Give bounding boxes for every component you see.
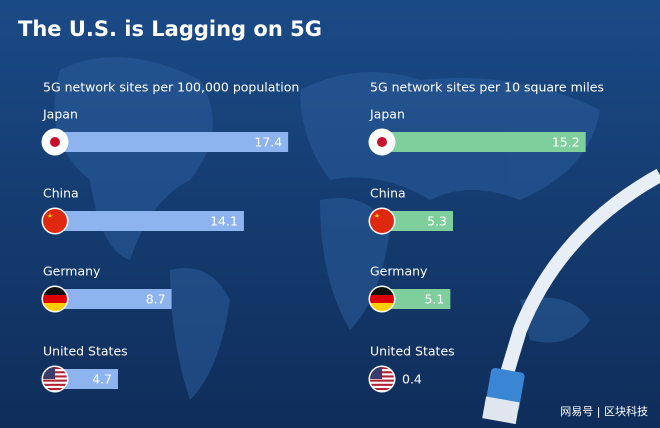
- bar: [382, 289, 451, 309]
- bar: [55, 211, 244, 231]
- flag: [41, 207, 69, 235]
- flag: [368, 365, 396, 393]
- value-label: 14.1: [210, 214, 238, 229]
- panel-title: 5G network sites per 10 square miles: [370, 80, 604, 95]
- bar: [55, 369, 118, 389]
- flag: [41, 365, 69, 393]
- category-label: China: [43, 186, 79, 201]
- page-title: The U.S. is Lagging on 5G: [18, 17, 322, 41]
- stripe: [370, 383, 394, 386]
- flag: [368, 128, 396, 156]
- stripe: [370, 303, 394, 311]
- flag: [41, 128, 69, 156]
- flag-bg: [370, 209, 394, 233]
- flag-stripes: [370, 367, 394, 391]
- flag-stripes: [43, 287, 67, 311]
- stripe: [370, 379, 394, 382]
- value-label: 5.1: [424, 292, 444, 307]
- flag: [368, 285, 396, 313]
- value-label: 8.7: [146, 292, 166, 307]
- cable: [482, 168, 660, 425]
- flag: [368, 207, 396, 235]
- flag-dot: [377, 137, 387, 147]
- category-label: Japan: [369, 107, 405, 122]
- flag-bg: [43, 209, 67, 233]
- stripe: [43, 287, 67, 295]
- category-label: United States: [43, 344, 128, 359]
- value-label: 5.3: [427, 214, 447, 229]
- value-label: 0.4: [402, 372, 422, 387]
- stripe: [370, 295, 394, 303]
- bar: [382, 211, 454, 231]
- bar: [55, 132, 289, 152]
- panel-title: 5G network sites per 100,000 population: [43, 80, 299, 95]
- flag-stripes: [370, 287, 394, 311]
- category-label: Germany: [370, 264, 428, 279]
- stripe: [43, 388, 67, 391]
- stripe: [43, 303, 67, 311]
- watermark: 网易号 | 区块科技: [560, 404, 648, 418]
- bar: [382, 132, 586, 152]
- flag-dot: [50, 137, 60, 147]
- stripe: [43, 379, 67, 382]
- value-label: 15.2: [552, 135, 580, 150]
- category-label: Germany: [43, 264, 101, 279]
- category-label: Japan: [42, 107, 78, 122]
- flag-stripes: [43, 367, 67, 391]
- value-label: 17.4: [254, 135, 282, 150]
- flag: [41, 285, 69, 313]
- stripe: [43, 383, 67, 386]
- value-label: 4.7: [92, 372, 112, 387]
- stripe: [370, 287, 394, 295]
- category-label: China: [370, 186, 406, 201]
- flag-star: [47, 213, 53, 218]
- category-label: United States: [370, 344, 455, 359]
- stripe: [43, 295, 67, 303]
- stripe: [370, 388, 394, 391]
- flag-star: [374, 213, 380, 218]
- bar: [55, 289, 172, 309]
